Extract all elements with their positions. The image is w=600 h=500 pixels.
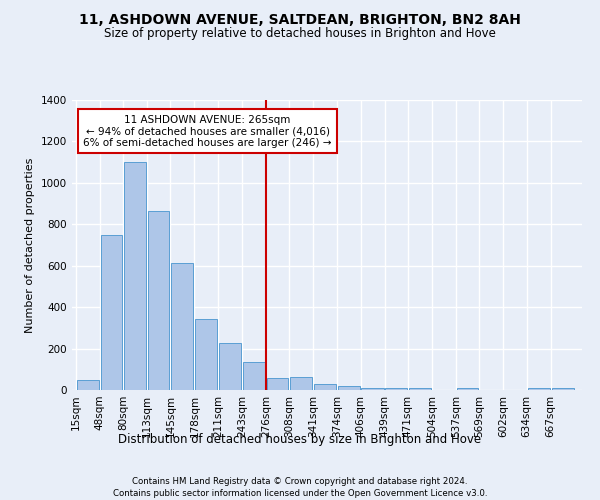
Bar [148,211,169,390]
Bar [338,386,359,390]
Bar [361,388,383,390]
Text: 11 ASHDOWN AVENUE: 265sqm
← 94% of detached houses are smaller (4,016)
6% of sem: 11 ASHDOWN AVENUE: 265sqm ← 94% of detac… [83,114,332,148]
Bar [314,384,336,390]
Text: Size of property relative to detached houses in Brighton and Hove: Size of property relative to detached ho… [104,28,496,40]
Text: Contains HM Land Registry data © Crown copyright and database right 2024.: Contains HM Land Registry data © Crown c… [132,478,468,486]
Bar [172,262,193,390]
Bar [551,388,574,390]
Bar [385,388,407,390]
Bar [77,380,99,390]
Bar [101,234,122,390]
Bar [457,388,478,390]
Bar [243,362,265,390]
Bar [220,344,241,390]
Text: Distribution of detached houses by size in Brighton and Hove: Distribution of detached houses by size … [118,434,482,446]
Text: 11, ASHDOWN AVENUE, SALTDEAN, BRIGHTON, BN2 8AH: 11, ASHDOWN AVENUE, SALTDEAN, BRIGHTON, … [79,12,521,26]
Text: Contains public sector information licensed under the Open Government Licence v3: Contains public sector information licen… [113,489,487,498]
Bar [124,162,146,390]
Bar [267,378,288,390]
Bar [196,318,217,390]
Bar [290,376,312,390]
Y-axis label: Number of detached properties: Number of detached properties [25,158,35,332]
Bar [409,388,431,390]
Bar [527,388,550,390]
